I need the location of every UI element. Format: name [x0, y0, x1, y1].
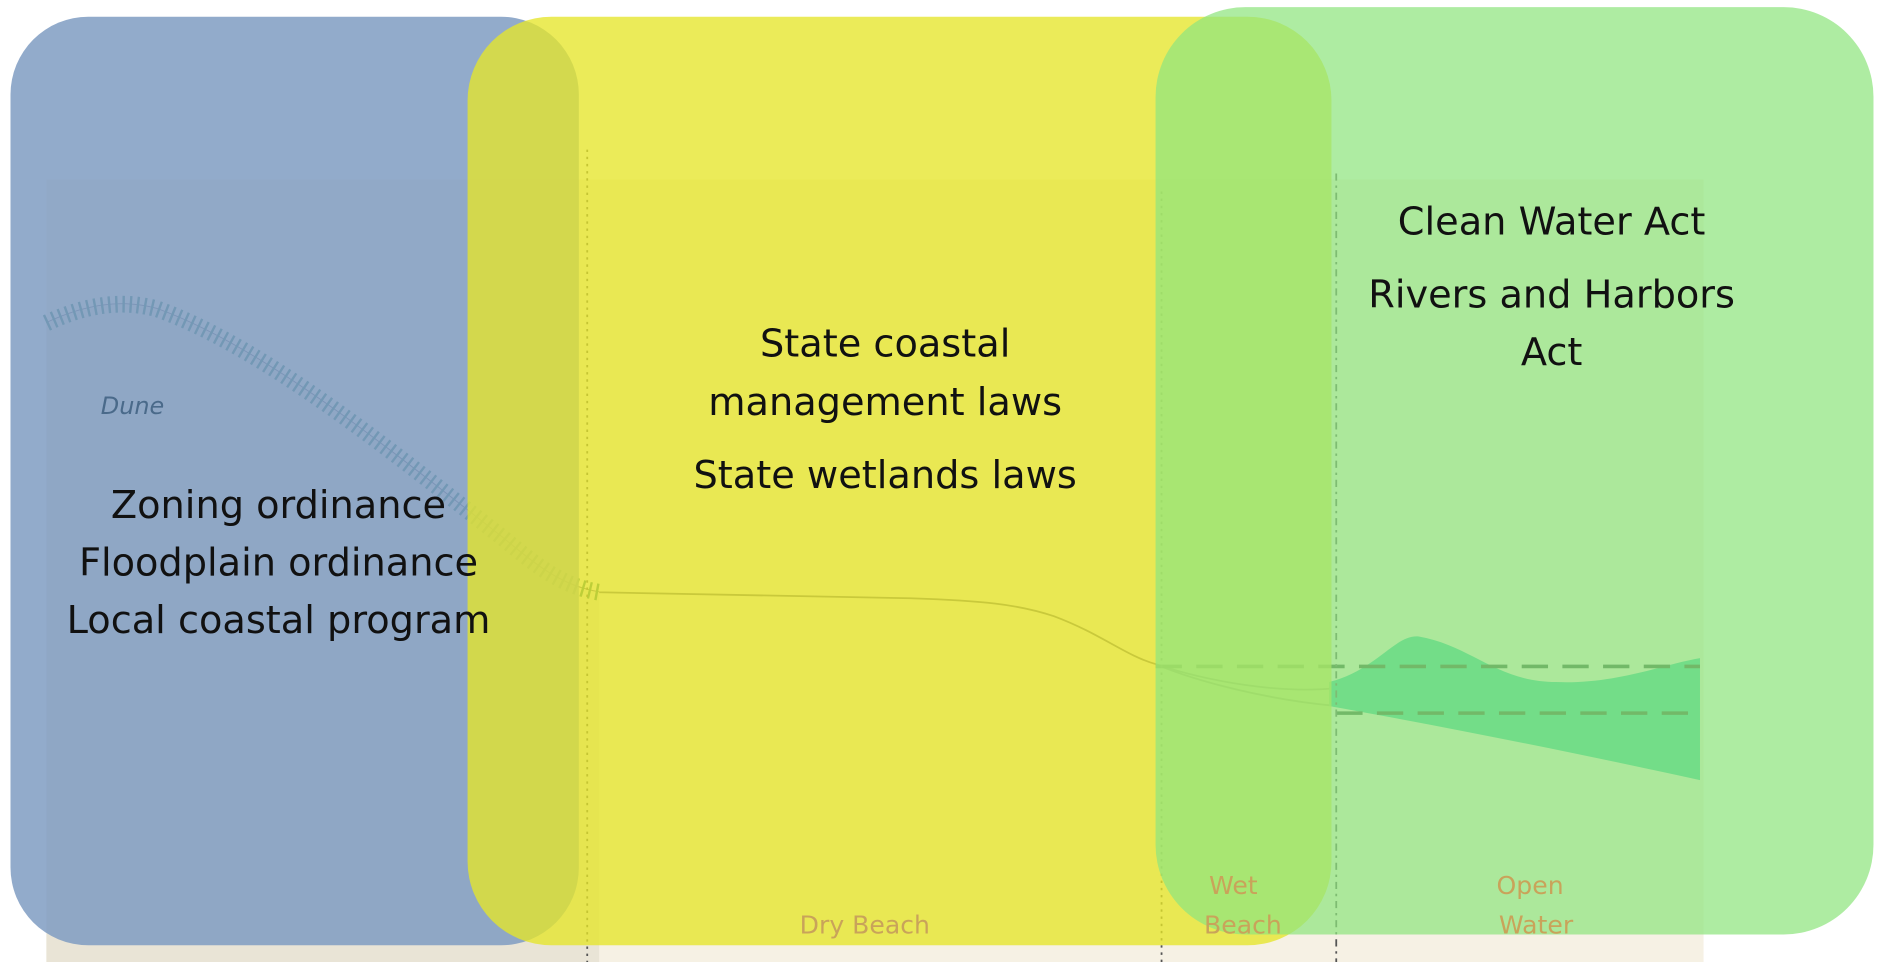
zone-label: Dry Beach — [800, 910, 930, 939]
zone-label: Open — [1497, 871, 1564, 900]
state-zone — [467, 16, 1332, 946]
state-law: management laws — [708, 380, 1062, 425]
local-law: Zoning ordinance — [111, 483, 446, 528]
federal-law: Clean Water Act — [1398, 200, 1706, 245]
local-zone — [10, 16, 579, 946]
zone-label: Water — [1499, 910, 1574, 939]
federal-zone — [1155, 7, 1874, 935]
zone-label: Wet — [1209, 871, 1258, 900]
zone-label: Beach — [1204, 910, 1282, 939]
local-law: Local coastal program — [67, 598, 491, 643]
federal-law: Act — [1521, 330, 1583, 375]
dune-label: Dune — [101, 392, 164, 420]
state-law: State wetlands laws — [693, 453, 1076, 498]
local-law: Floodplain ordinance — [79, 541, 478, 586]
federal-law: Rivers and Harbors — [1368, 273, 1735, 318]
state-law: State coastal — [760, 322, 1010, 367]
